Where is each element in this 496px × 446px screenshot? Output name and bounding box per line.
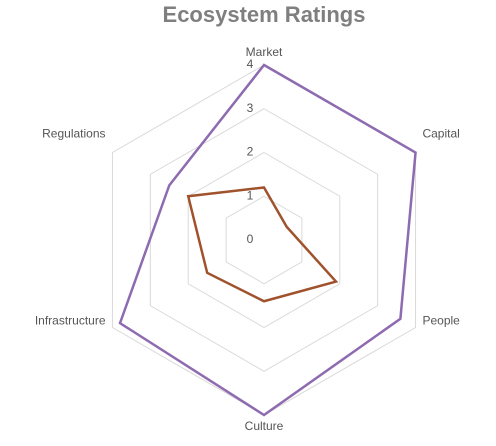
grid-ring [225, 195, 303, 285]
category-label: People [422, 314, 460, 328]
category-label: Regulations [42, 127, 105, 141]
series-line [118, 63, 417, 417]
r-tick-label: 1 [247, 188, 254, 202]
series-line [186, 186, 339, 303]
grid-ring [111, 64, 417, 416]
category-label: Capital [422, 127, 459, 141]
category-label: Culture [245, 419, 284, 433]
chart-title: Ecosystem Ratings [163, 2, 366, 27]
category-label: Infrastructure [35, 314, 106, 328]
r-tick-label: 2 [247, 145, 254, 159]
r-tick-label: 4 [247, 57, 254, 71]
r-tick-label: 3 [247, 101, 254, 115]
r-tick-label: 0 [247, 232, 254, 246]
grid-ring [149, 108, 379, 372]
category-label: Market [246, 45, 283, 59]
